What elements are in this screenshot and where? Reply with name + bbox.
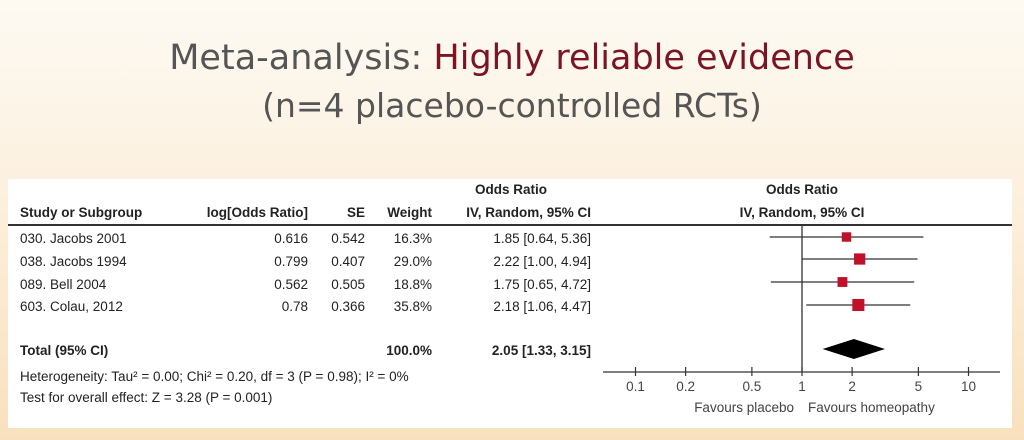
row-log-or: 0.562 [274, 277, 308, 292]
header-or-bottom: IV, Random, 95% CI [466, 205, 591, 220]
row-weight: 16.3% [393, 231, 432, 246]
x-tick-label: 2 [848, 379, 856, 394]
favours-left-label: Favours placebo [694, 400, 794, 415]
study-marker [852, 298, 865, 312]
forest-plot-panel [8, 179, 1012, 428]
row-weight: 18.8% [393, 277, 432, 292]
header-plot-top: Odds Ratio [765, 182, 838, 197]
slide-title: Meta-analysis: Highly reliable evidence [0, 38, 1024, 78]
row-study: 603. Colau, 2012 [20, 299, 123, 314]
heterogeneity-text: Heterogeneity: Tau² = 0.00; Chi² = 0.20,… [20, 369, 409, 384]
total-label: Total (95% CI) [20, 343, 109, 358]
favours-right-label: Favours homeopathy [808, 400, 935, 415]
row-study: 038. Jacobs 1994 [20, 254, 127, 269]
pooled-diamond [822, 339, 885, 359]
header-rule [8, 224, 1012, 226]
overall-effect-text: Test for overall effect: Z = 3.28 (P = 0… [20, 390, 273, 405]
row-or-ci: 2.18 [1.06, 4.47] [493, 299, 591, 314]
row-log-or: 0.616 [274, 231, 308, 246]
header-or-top: Odds Ratio [474, 182, 547, 197]
study-marker [841, 232, 852, 242]
header-se: SE [346, 205, 365, 220]
row-study: 030. Jacobs 2001 [20, 231, 127, 246]
row-se: 0.366 [331, 299, 365, 314]
x-tick-label: 10 [960, 379, 977, 394]
study-marker [837, 277, 848, 287]
total-or-ci: 2.05 [1.33, 3.15] [491, 343, 591, 358]
x-tick-label: 0.1 [626, 379, 645, 394]
x-tick-label: 0.5 [742, 379, 762, 394]
header-study: Study or Subgroup [20, 205, 143, 220]
row-or-ci: 2.22 [1.00, 4.94] [493, 254, 591, 269]
row-log-or: 0.799 [274, 254, 308, 269]
row-se: 0.407 [331, 254, 365, 269]
x-tick-label: 0.2 [676, 379, 695, 394]
slide-subtitle: (n=4 placebo-controlled RCTs) [262, 86, 762, 125]
row-or-ci: 1.75 [0.65, 4.72] [493, 277, 591, 292]
header-weight: Weight [387, 205, 432, 220]
x-tick-label: 5 [914, 379, 923, 394]
row-weight: 29.0% [393, 254, 432, 269]
header-log-or: log[Odds Ratio] [206, 205, 308, 220]
x-tick-label: 1 [798, 379, 806, 394]
total-weight: 100.0% [386, 343, 432, 358]
row-or-ci: 1.85 [0.64, 5.36] [493, 231, 591, 246]
row-se: 0.505 [331, 277, 365, 292]
row-log-or: 0.78 [281, 299, 308, 314]
row-study: 089. Bell 2004 [20, 277, 107, 292]
header-plot-bottom: IV, Random, 95% CI [739, 205, 865, 220]
title-accent: Highly reliable evidence [433, 38, 855, 78]
row-weight: 35.8% [393, 299, 432, 314]
study-marker [854, 253, 866, 265]
row-se: 0.542 [331, 231, 365, 246]
title-prefix: Meta-analysis: [169, 38, 434, 78]
